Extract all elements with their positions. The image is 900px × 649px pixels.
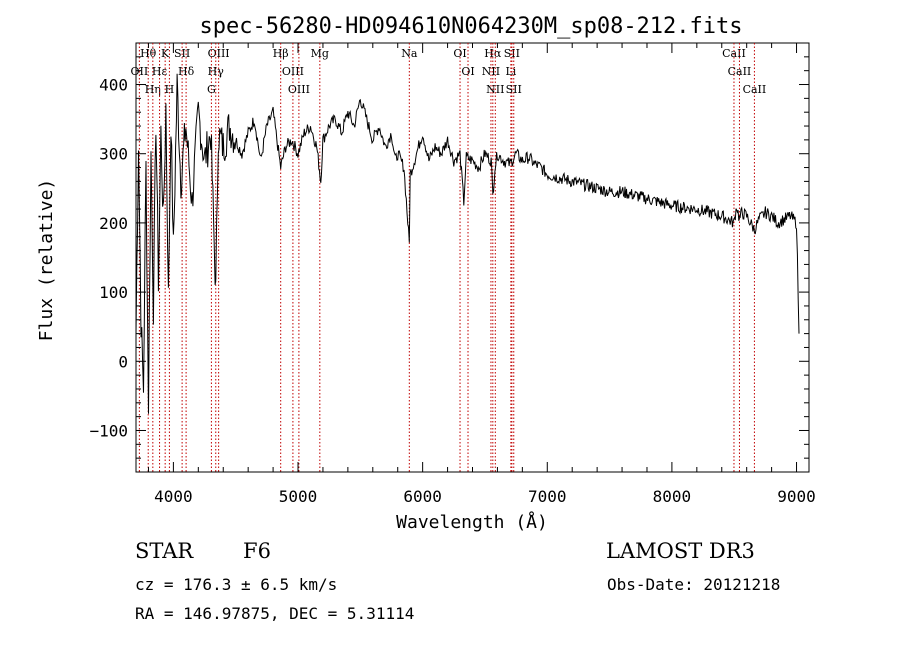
line-marker-label: Hδ — [178, 65, 195, 78]
line-marker-label: OIII — [288, 83, 310, 96]
line-marker-label: CaII — [722, 47, 746, 60]
series-layer — [135, 73, 800, 414]
line-marker-label: Hθ — [140, 47, 157, 60]
line-marker-label: OIII — [282, 65, 304, 78]
line-marker-label: OI — [453, 47, 466, 60]
line-marker-label: Hγ — [208, 65, 225, 78]
y-tick-label: 200 — [99, 214, 128, 233]
y-tick-label: 100 — [99, 283, 128, 302]
y-tick-label: 400 — [99, 76, 128, 95]
line-marker-label: CaII — [728, 65, 752, 78]
survey-name: LAMOST DR3 — [606, 539, 755, 563]
y-axis: −100 0 100 200 300 400 — [89, 56, 809, 459]
x-tick-label: 9000 — [777, 487, 816, 506]
line-marker-label: Li — [505, 65, 516, 78]
x-tick-label: 5000 — [279, 487, 318, 506]
x-tick-label: 8000 — [653, 487, 692, 506]
line-marker-label: OII — [131, 65, 149, 78]
line-marker-label: Hα — [484, 47, 502, 60]
y-tick-label: 300 — [99, 145, 128, 164]
line-marker-label: Hε — [152, 65, 168, 78]
y-tick-label: −100 — [89, 421, 128, 440]
line-marker-label: SII — [504, 47, 520, 60]
line-marker-label: CaII — [743, 83, 767, 96]
line-marker-label: SII — [174, 47, 190, 60]
coordinates: RA = 146.97875, DEC = 5.31114 — [135, 604, 415, 623]
object-class: STAR — [135, 539, 194, 563]
x-tick-label: 6000 — [403, 487, 442, 506]
x-axis-label: Wavelength (Å) — [396, 511, 548, 533]
line-marker-label: Hβ — [273, 47, 289, 60]
line-marker-label: NII — [482, 65, 500, 78]
y-tick-label: 0 — [118, 352, 128, 371]
line-marker-label: NII — [486, 83, 504, 96]
spectrum-line — [135, 73, 800, 414]
observation-date: Obs-Date: 20121218 — [607, 575, 781, 594]
line-marker-label: Na — [401, 47, 418, 60]
line-marker-label: K — [161, 47, 170, 60]
line-marker-label: OI — [461, 65, 474, 78]
line-marker-label: SII — [506, 83, 522, 96]
line-marker-label: OIII — [208, 47, 230, 60]
x-tick-label: 7000 — [528, 487, 567, 506]
line-markers: Hθ OII Hη K Hε H SII Hδ OIII Hγ G Hβ OIII OIII Mg Na OI O… — [131, 43, 767, 472]
x-axis: 4000 5000 6000 7000 8000 9000 — [147, 43, 816, 506]
x-tick-label: 4000 — [154, 487, 193, 506]
line-marker-label: Hη — [145, 83, 161, 96]
chart-title: spec-56280-HD094610N064230M_sp08-212.fit… — [199, 14, 742, 39]
line-marker-label: Mg — [311, 47, 329, 60]
line-marker-label: H — [165, 83, 175, 96]
object-subclass: F6 — [243, 539, 271, 563]
redshift-velocity: cz = 176.3 ± 6.5 km/s — [135, 575, 338, 594]
plot-frame — [135, 42, 810, 473]
y-axis-label: Flux (relative) — [36, 179, 57, 342]
line-marker-label: G — [207, 83, 216, 96]
